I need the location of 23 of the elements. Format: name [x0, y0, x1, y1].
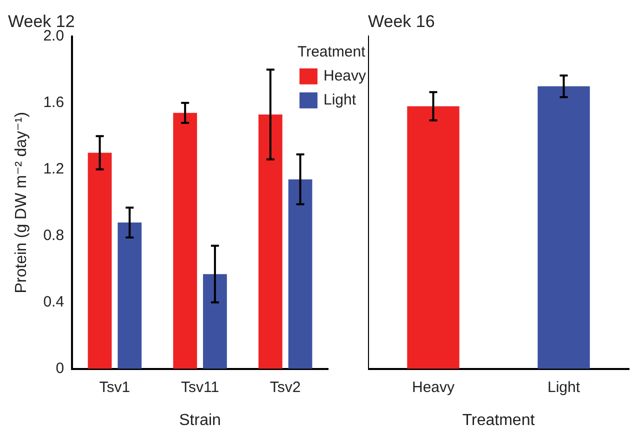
- x-axis-title: Strain: [179, 412, 221, 429]
- y-tick-label: 0.4: [43, 293, 64, 310]
- x-tick-label: Heavy: [412, 378, 455, 396]
- x-axis-title: Treatment: [462, 412, 536, 429]
- y-tick-label: 1.2: [43, 160, 64, 178]
- x-tick-label: Light: [547, 378, 581, 396]
- y-tick-label: 0: [56, 360, 64, 377]
- legend-title: Treatment: [297, 44, 366, 61]
- chart-title: Week 16: [368, 12, 435, 31]
- bar: [88, 152, 112, 369]
- bar: [258, 114, 282, 369]
- bar: [288, 179, 312, 369]
- x-tick-label: Tsv11: [180, 378, 220, 396]
- bar: [118, 222, 142, 369]
- y-tick-label: 0.8: [43, 226, 64, 244]
- x-tick-label: Tsv1: [99, 378, 130, 396]
- legend-label: Heavy: [323, 68, 366, 85]
- x-tick-label: Tsv2: [270, 378, 301, 396]
- y-axis-title: Protein (g DW m⁻² day⁻¹): [13, 112, 30, 294]
- legend-label: Light: [323, 92, 357, 109]
- bar: [173, 112, 198, 369]
- y-tick-label: 1.6: [43, 94, 64, 112]
- bar: [203, 274, 227, 369]
